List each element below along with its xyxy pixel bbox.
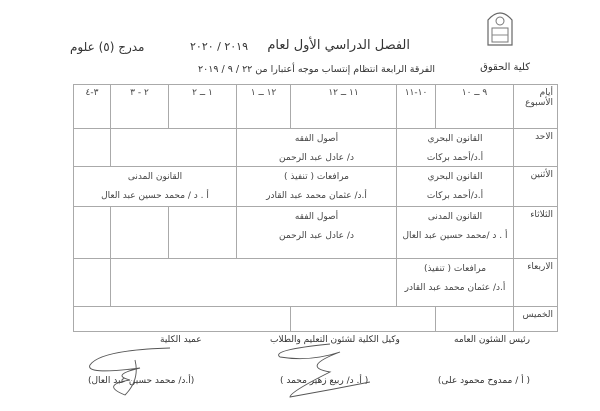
row-sunday: الاحد القانون البحري أ.د/أحمد بركات أصول … [73,128,558,167]
day-header: أيام الأسبوع [513,84,558,129]
empty-cell [73,306,291,332]
time-header: ٢ - ٣ [110,84,169,129]
class-cell: القانون المدنى أ . د /محمد حسين عبد العال [396,206,514,259]
class-cell: أصول الفقه د/ عادل عبد الرحمن [236,206,397,259]
row-wednesday: الاربعاء مرافعات ( تنفيذ) أ.د/ عثمان محمد… [73,258,558,307]
subject: مرافعات ( تنفيذ ) [284,172,349,182]
day-label: الاحد [513,128,558,167]
subject: أصول الفقه [294,134,339,144]
row-monday: الأثنين القانون البحري أ.د/أحمد بركات مرا… [73,166,558,207]
faculty-name: كلية الحقوق [480,62,530,73]
teacher: أ.د/ عثمان محمد عبد القادر [404,283,506,293]
schedule-table: أيام الأسبوع ٩ ــ ١٠ ١٠-١١ ١١ ــ ١٢ ١٢ ـ… [73,84,558,332]
time-header: ١٢ ــ ١ [236,84,291,129]
signature-title: عميد الكلية [160,335,202,345]
day-label: الثلاثاء [513,206,558,259]
empty-cell [110,206,169,259]
subject: القانون المدنى [427,212,483,222]
time-header: ١ ــ ٢ [168,84,237,129]
handwritten-signature [89,347,171,396]
teacher: أ.د/أحمد بركات [426,191,484,201]
class-cell: القانون البحري أ.د/أحمد بركات [396,166,514,207]
time-header: ٩ ــ ١٠ [435,84,514,129]
empty-cell [73,258,111,307]
teacher: أ.د/أحمد بركات [426,153,484,163]
class-cell: مرافعات ( تنفيذ) أ.د/ عثمان محمد عبد القا… [396,258,514,307]
teacher: أ . د / محمد حسين عبد العال [101,191,209,201]
empty-cell [73,206,111,259]
subject: القانون البحري [427,172,483,182]
teacher: د/ عادل عبد الرحمن [279,231,354,241]
row-tuesday: الثلاثاء القانون المدنى أ . د /محمد حسين … [73,206,558,259]
teacher: أ.د/ عثمان محمد عبد القادر [266,191,367,201]
empty-cell [168,206,237,259]
time-header: ١١ ــ ١٢ [290,84,397,129]
day-label: الأثنين [513,166,558,207]
class-cell: مرافعات ( تنفيذ ) أ.د/ عثمان محمد عبد الق… [236,166,397,207]
academic-year: ٢٠١٩ / ٢٠٢٠ [190,40,248,53]
university-logo [487,12,513,46]
signature-name: ( أ / ممدوح محمود على) [437,376,530,386]
handwritten-signature [278,343,370,398]
signature-name: (أ.د/ محمد حسين عبد العال) [88,376,195,386]
signature-title: وكيل الكلية لشئون التعليم والطلاب [270,335,400,345]
empty-cell [73,128,111,167]
day-label: الاربعاء [513,258,558,307]
subtitle: الفرقة الرابعة انتظام إنتساب موجه أعتبار… [198,64,435,75]
empty-cell [110,128,237,167]
signature-name: ( أ. د/ ربيع زهير محمد ) [280,376,369,386]
header-row: أيام الأسبوع ٩ ــ ١٠ ١٠-١١ ١١ ــ ١٢ ١٢ ـ… [73,84,558,129]
empty-cell [110,258,397,307]
day-label: الخميس [513,306,558,332]
class-cell: القانون البحري أ.د/أحمد بركات [396,128,514,167]
time-header: ١٠-١١ [396,84,436,129]
class-cell: أصول الفقه د/ عادل عبد الرحمن [236,128,397,167]
subject: القانون المدنى [127,172,183,182]
teacher: د/ عادل عبد الرحمن [279,153,354,163]
subject: مرافعات ( تنفيذ) [423,264,487,274]
empty-cell [435,306,514,332]
teacher: أ . د /محمد حسين عبد العال [402,231,508,241]
time-header: ٣-٤ [73,84,111,129]
signature-title: رئيس الشئون العامه [454,335,530,345]
subject: القانون البحري [427,134,483,144]
page-title: الفصل الدراسي الأول لعام [267,38,410,53]
row-thursday: الخميس [73,306,558,332]
empty-cell [290,306,436,332]
hall-label: مدرج (٥) علوم [70,40,145,54]
class-cell: القانون المدنى أ . د / محمد حسين عبد العا… [73,166,237,207]
subject: أصول الفقه [294,212,339,222]
